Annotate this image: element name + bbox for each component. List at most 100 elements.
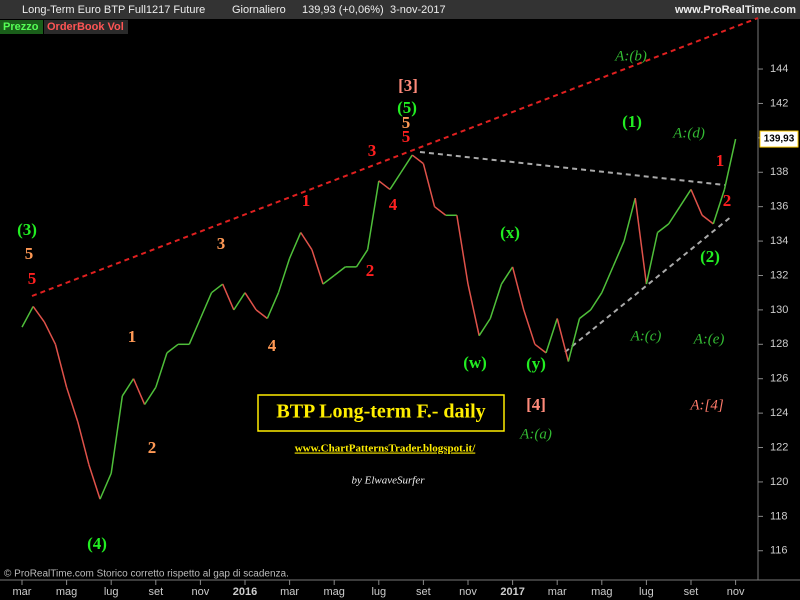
price-segment xyxy=(434,206,447,216)
price-tag xyxy=(759,130,799,148)
price-segment xyxy=(355,249,369,268)
wave-label: 5 xyxy=(402,127,411,146)
wave-label: (5) xyxy=(397,98,417,117)
x-tick-label: mar xyxy=(548,586,567,598)
x-tick-label: set xyxy=(416,586,431,598)
footer: © ProRealTime.com Storico corretto rispe… xyxy=(4,569,289,580)
price-segment xyxy=(132,378,146,405)
price-segment xyxy=(65,387,79,422)
y-tick-label: 126 xyxy=(770,373,788,385)
x-tick-label: mar xyxy=(280,586,299,598)
price-segment xyxy=(333,266,346,277)
price-segment xyxy=(612,240,625,268)
price-segment xyxy=(411,154,424,165)
instrument: Long-Term Euro BTP Full1217 Future xyxy=(22,4,205,16)
wave-label: (w) xyxy=(463,353,487,372)
wave-label: (4) xyxy=(87,534,107,553)
price-segment xyxy=(657,223,670,234)
price-segment xyxy=(723,138,737,190)
price-segment xyxy=(679,189,692,208)
x-tick-label: nov xyxy=(459,586,477,598)
price-tag-label: 139,93 xyxy=(764,134,795,145)
y-tick-label: 116 xyxy=(770,545,788,557)
header-bar xyxy=(0,0,800,19)
x-tick-label: set xyxy=(684,586,699,598)
price-segment xyxy=(366,180,380,250)
price-segment xyxy=(590,292,603,311)
price-segment xyxy=(478,318,491,337)
y-tick-label: 136 xyxy=(770,201,788,213)
price-segment xyxy=(634,197,648,285)
price-segment xyxy=(400,154,413,173)
source[interactable]: www.ChartPatternsTrader.blogspot.it/ xyxy=(295,443,477,455)
price-segment xyxy=(668,206,681,225)
quote: 139,93 (+0,06%) xyxy=(302,4,384,16)
x-tick-label: mag xyxy=(323,586,344,598)
y-tick-label: 122 xyxy=(770,441,788,453)
price-segment xyxy=(567,318,581,362)
price-segment xyxy=(199,292,213,319)
price-segment xyxy=(456,215,469,285)
y-tick-label: 132 xyxy=(770,269,788,281)
trend-line xyxy=(31,17,759,297)
price-segment xyxy=(523,309,536,345)
y-tick-label: 130 xyxy=(770,304,788,316)
x-tick-label: lug xyxy=(371,586,386,598)
wave-label: 4 xyxy=(389,195,398,214)
price-segment xyxy=(645,232,659,285)
x-tick-label: nov xyxy=(727,586,745,598)
x-tick-label: mar xyxy=(13,586,32,598)
wave-label: 3 xyxy=(217,234,226,253)
price-segment xyxy=(77,421,90,465)
wave-label: 1 xyxy=(716,151,725,170)
y-tick-label: 124 xyxy=(770,407,788,419)
price-segment xyxy=(155,352,168,388)
chart-title: BTP Long-term F.- daily xyxy=(276,401,485,423)
title-box xyxy=(257,394,505,432)
wave-label: 4 xyxy=(268,336,277,355)
y-tick-label: 120 xyxy=(770,476,788,488)
price-segment xyxy=(288,232,302,259)
price-segment xyxy=(712,189,726,225)
price-segment xyxy=(579,309,592,320)
x-tick-label: 2016 xyxy=(233,586,257,598)
price-segment xyxy=(144,386,157,405)
price-segment xyxy=(701,214,714,225)
price-segment xyxy=(300,232,313,251)
wave-label: (x) xyxy=(500,223,520,242)
x-tick-label: nov xyxy=(192,586,210,598)
price-segment xyxy=(244,292,257,311)
price-segment xyxy=(601,266,614,293)
price-segment xyxy=(389,171,402,190)
price-segment xyxy=(322,274,335,285)
price-segment xyxy=(422,163,436,207)
y-tick-label: 134 xyxy=(770,235,788,247)
y-tick-label: 118 xyxy=(770,510,788,522)
price-segment xyxy=(556,318,570,362)
wave-label: A:(b) xyxy=(614,48,647,64)
price-segment xyxy=(623,197,636,242)
y-tick-label: 142 xyxy=(770,97,788,109)
price-segment xyxy=(43,321,57,345)
wave-label: A:(e) xyxy=(693,331,725,347)
wave-label: A:(a) xyxy=(519,426,552,442)
wave-label: (y) xyxy=(526,354,546,373)
price-segment xyxy=(311,249,324,285)
period: Giornaliero xyxy=(232,4,286,16)
wave-label: A:(d) xyxy=(672,125,705,141)
trend-line xyxy=(419,151,726,186)
wave-label: 5 xyxy=(28,269,37,288)
tab[interactable]: OrderBook Vol xyxy=(47,21,124,33)
price-segment xyxy=(534,343,547,354)
price-segment xyxy=(233,292,246,311)
wave-label: 5 xyxy=(402,113,411,132)
price-segment xyxy=(54,344,68,388)
tab[interactable]: Prezzo xyxy=(3,21,39,33)
price-segment xyxy=(222,283,235,311)
price-segment xyxy=(500,266,514,285)
author: by ElwaveSurfer xyxy=(351,475,425,487)
wave-label: [3] xyxy=(398,76,418,95)
